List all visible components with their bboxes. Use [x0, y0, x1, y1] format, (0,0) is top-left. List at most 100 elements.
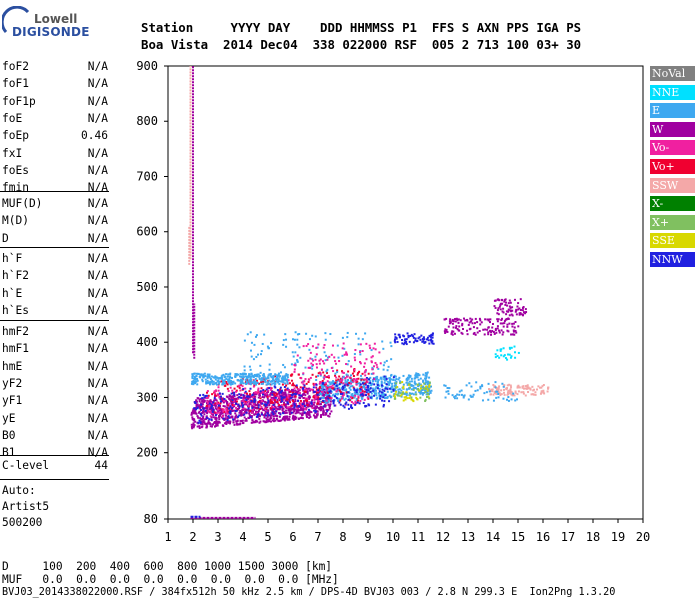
data-point — [380, 393, 383, 396]
data-point — [509, 301, 512, 304]
data-point — [285, 411, 288, 414]
data-point — [450, 332, 453, 335]
data-point — [388, 394, 391, 397]
data-point — [486, 328, 489, 331]
data-point — [373, 378, 376, 381]
data-point — [317, 372, 320, 375]
data-point — [497, 313, 500, 316]
data-point — [448, 387, 451, 390]
data-point — [271, 398, 274, 401]
data-point — [264, 405, 267, 408]
data-point — [497, 389, 500, 392]
data-point — [494, 386, 497, 389]
data-point — [312, 403, 315, 406]
data-point — [238, 375, 241, 378]
data-point — [331, 344, 334, 347]
data-point — [511, 333, 514, 336]
logo-digisonde: DIGISONDE — [12, 25, 90, 39]
data-point — [457, 318, 460, 321]
data-point — [227, 410, 230, 413]
data-point — [541, 385, 544, 388]
data-point — [381, 340, 384, 343]
data-point — [227, 404, 230, 407]
data-point — [364, 378, 367, 381]
data-point — [361, 398, 364, 401]
data-point — [298, 394, 301, 397]
data-point — [277, 374, 280, 377]
data-point — [452, 330, 455, 333]
data-point — [492, 393, 495, 396]
data-point — [250, 416, 253, 419]
data-point — [422, 337, 425, 340]
data-point — [487, 382, 490, 385]
data-point — [354, 394, 357, 397]
data-point — [253, 401, 256, 404]
data-point — [292, 416, 295, 419]
data-point — [270, 376, 273, 379]
data-point — [206, 376, 209, 379]
data-point — [418, 374, 421, 377]
data-point — [288, 382, 291, 385]
data-point — [313, 409, 316, 412]
data-point — [364, 374, 367, 377]
data-point — [316, 410, 319, 413]
panel-divider — [0, 455, 109, 456]
data-point — [280, 377, 283, 380]
data-point — [328, 355, 331, 358]
data-point — [324, 338, 327, 341]
data-point — [494, 353, 497, 356]
data-point — [478, 317, 481, 320]
data-point — [467, 323, 470, 326]
data-point — [498, 392, 501, 395]
data-point — [403, 341, 406, 344]
data-point — [240, 420, 243, 423]
y-tick-label: 800 — [136, 114, 158, 128]
param-row-d: D N/A — [2, 232, 108, 249]
data-point — [296, 407, 299, 410]
data-point — [228, 402, 231, 405]
data-point — [368, 391, 371, 394]
data-point — [308, 416, 311, 419]
param-value: N/A — [87, 286, 108, 300]
data-point — [416, 339, 419, 342]
data-point — [505, 301, 508, 304]
data-point — [294, 408, 297, 411]
data-point — [229, 420, 232, 423]
data-point — [197, 416, 200, 419]
data-point — [255, 383, 258, 386]
data-point — [237, 403, 240, 406]
data-point — [285, 394, 288, 397]
data-point — [397, 333, 400, 336]
y-tick-label: 600 — [136, 225, 158, 239]
data-point — [546, 390, 549, 393]
data-point — [343, 384, 346, 387]
data-point — [349, 374, 352, 377]
data-point — [503, 322, 506, 325]
data-point — [331, 382, 334, 385]
data-point — [497, 388, 500, 391]
data-point — [234, 399, 237, 402]
data-point — [196, 377, 199, 380]
data-point — [495, 387, 498, 390]
data-point — [241, 422, 244, 425]
data-point — [287, 394, 290, 397]
data-point — [248, 380, 251, 383]
data-point — [205, 394, 208, 397]
data-point — [283, 391, 286, 394]
data-point — [285, 409, 288, 412]
data-point — [285, 395, 288, 398]
data-point — [306, 397, 309, 400]
data-point — [319, 390, 322, 393]
data-point — [254, 399, 257, 402]
data-point — [209, 423, 212, 426]
data-point — [453, 395, 456, 398]
data-point — [358, 385, 361, 388]
data-point — [347, 360, 350, 363]
data-point — [427, 387, 430, 390]
data-point — [197, 397, 200, 400]
data-point — [305, 344, 308, 347]
data-point — [516, 393, 519, 396]
data-point — [382, 393, 385, 396]
data-point — [228, 382, 231, 385]
data-point — [274, 414, 277, 417]
